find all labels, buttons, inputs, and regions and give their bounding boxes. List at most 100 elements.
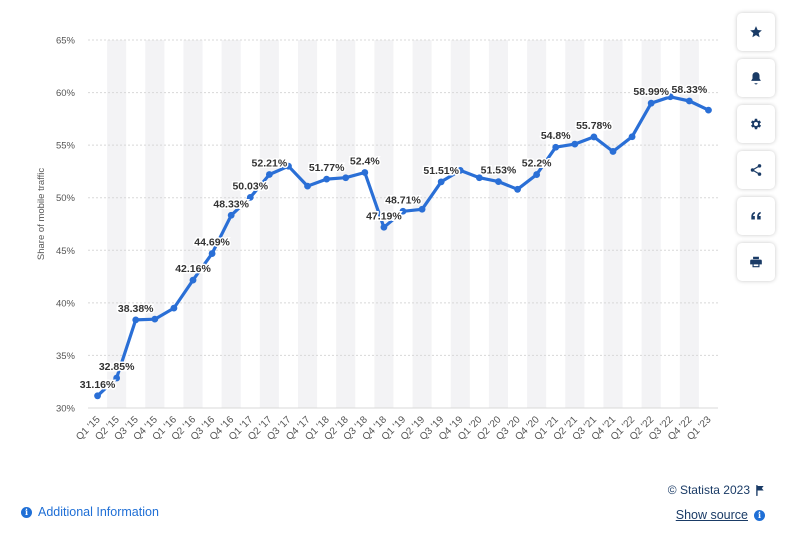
data-point[interactable] <box>437 178 445 186</box>
data-label: 47.19% <box>366 210 402 222</box>
grid-band <box>298 40 318 408</box>
grid-band <box>488 40 508 408</box>
data-point[interactable] <box>705 106 712 114</box>
data-point[interactable] <box>189 276 197 284</box>
data-point[interactable] <box>571 140 579 148</box>
data-points <box>94 93 712 400</box>
data-point[interactable] <box>399 207 407 215</box>
data-point[interactable] <box>628 133 636 141</box>
grid-band <box>145 40 165 408</box>
data-point[interactable] <box>418 205 426 213</box>
info-icon: i <box>21 506 32 518</box>
data-labels: 31.16% 32.85% 38.38% 42.16% 44.69% 48.33% 50.0… <box>78 82 709 392</box>
grid-band <box>527 40 547 408</box>
y-tick-label: 55% <box>56 141 76 152</box>
data-label: 58.33% <box>672 84 708 96</box>
data-point[interactable] <box>304 182 311 190</box>
notification-button[interactable] <box>737 59 775 97</box>
data-point[interactable] <box>495 178 502 186</box>
grid-band <box>183 40 203 408</box>
data-point[interactable] <box>132 316 140 324</box>
data-point[interactable] <box>685 97 693 105</box>
y-tick-label: 40% <box>56 298 76 309</box>
grid-band <box>107 40 127 408</box>
data-label: 52.21% <box>252 157 288 169</box>
data-point[interactable] <box>170 304 178 312</box>
grid-band <box>565 40 585 408</box>
data-point[interactable] <box>514 185 521 193</box>
data-point[interactable] <box>246 193 254 201</box>
grid-band <box>450 40 470 408</box>
data-label: 32.85% <box>99 361 135 373</box>
data-label: 31.16% <box>80 379 116 391</box>
grid-band <box>679 40 699 408</box>
data-label: 51.53% <box>481 165 517 177</box>
grid-band <box>641 40 661 408</box>
data-point[interactable] <box>647 99 655 107</box>
bell-icon <box>751 72 761 85</box>
data-label: 44.69% <box>194 237 230 249</box>
y-tick-label: 45% <box>56 246 76 257</box>
data-label: 52.4% <box>350 155 380 167</box>
y-tick-label: 65% <box>56 36 76 47</box>
data-label: 38.38% <box>118 303 154 315</box>
data-point[interactable] <box>590 133 598 141</box>
flag-icon <box>756 484 764 496</box>
data-point[interactable] <box>361 169 369 176</box>
data-point[interactable] <box>265 171 273 178</box>
grid-band <box>336 40 356 408</box>
data-point[interactable] <box>666 93 674 101</box>
cite-button[interactable] <box>737 197 775 235</box>
data-label: 52.2% <box>522 158 552 170</box>
y-axis-label: Share of mobile traffic <box>36 168 47 260</box>
share-icon <box>750 164 762 176</box>
data-label: 51.51% <box>423 165 459 177</box>
y-axis-ticks: 30% 35% 40% 45% 50% 55% 60% 65% <box>56 36 76 415</box>
data-point[interactable] <box>475 174 483 182</box>
chart-toolbar <box>737 13 775 289</box>
data-point[interactable] <box>609 148 617 155</box>
data-point[interactable] <box>552 143 560 151</box>
data-point[interactable] <box>285 162 292 170</box>
print-button[interactable] <box>737 243 775 281</box>
share-button[interactable] <box>737 151 775 189</box>
data-point[interactable] <box>533 171 541 178</box>
additional-information-label: Additional Information <box>38 505 159 519</box>
y-tick-label: 30% <box>56 404 76 415</box>
show-source-label: Show source <box>675 508 748 522</box>
data-label: 55.78% <box>576 120 612 132</box>
data-point[interactable] <box>208 250 216 257</box>
data-label: 50.03% <box>232 180 268 192</box>
data-point[interactable] <box>456 166 464 174</box>
data-point[interactable] <box>342 174 350 182</box>
data-point[interactable] <box>151 315 159 323</box>
copyright[interactable]: © Statista 2023 <box>668 483 765 497</box>
favorite-button[interactable] <box>737 13 775 51</box>
data-point[interactable] <box>227 211 235 219</box>
grid-band <box>412 40 432 408</box>
data-point[interactable] <box>113 374 121 382</box>
y-tick-label: 60% <box>56 88 76 99</box>
data-point[interactable] <box>323 175 331 183</box>
additional-information-link[interactable]: i Additional Information <box>21 505 159 519</box>
star-icon <box>750 26 762 38</box>
data-point[interactable] <box>380 223 388 231</box>
info-icon: i <box>754 509 765 521</box>
show-source-link[interactable]: Show source i <box>676 508 765 522</box>
grid-band <box>603 40 623 408</box>
grid-bands <box>107 40 699 408</box>
data-label: 51.77% <box>309 162 345 174</box>
data-label: 42.16% <box>175 263 211 275</box>
grid-lines <box>88 39 718 409</box>
grid-band <box>259 40 279 408</box>
grid-band <box>221 40 241 408</box>
data-label: 54.8% <box>541 130 571 142</box>
quote-icon <box>751 211 761 220</box>
y-tick-label: 35% <box>56 351 76 362</box>
data-label: 58.99% <box>633 86 669 98</box>
settings-button[interactable] <box>737 105 775 143</box>
data-point[interactable] <box>94 392 101 400</box>
data-label: 48.71% <box>385 194 421 206</box>
